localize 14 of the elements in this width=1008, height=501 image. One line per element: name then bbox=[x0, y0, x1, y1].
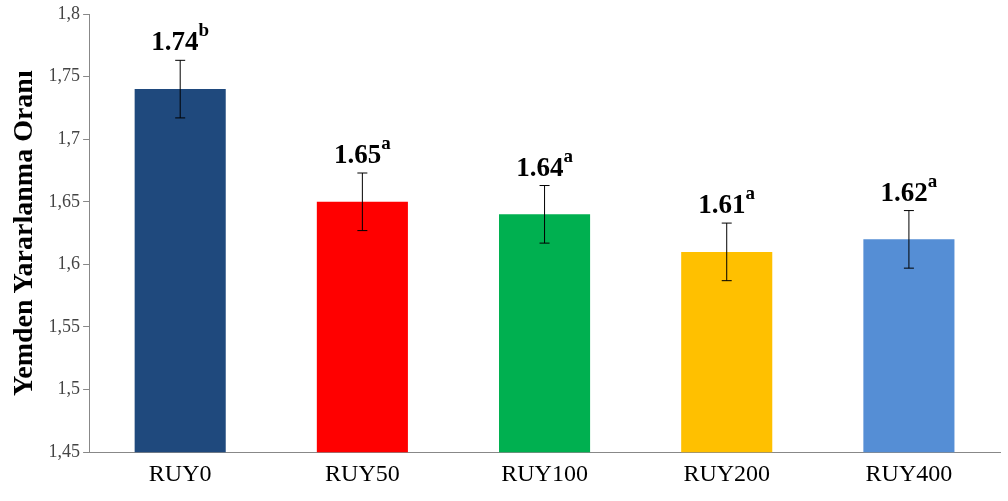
y-tick-label: 1,8 bbox=[57, 2, 81, 23]
x-tick-label: RUY400 bbox=[865, 459, 953, 486]
y-axis-title: Yemden Yararlanma Oranı bbox=[7, 70, 39, 396]
y-tick-label: 1,5 bbox=[57, 378, 81, 399]
x-tick-label: RUY200 bbox=[683, 459, 771, 486]
x-tick-label: RUY0 bbox=[148, 459, 212, 486]
y-tick-label: 1,45 bbox=[48, 440, 81, 461]
x-tick-label: RUY50 bbox=[325, 459, 400, 486]
y-tick-label: 1,65 bbox=[48, 190, 81, 211]
y-tick-label: 1,6 bbox=[57, 253, 81, 274]
y-tick-label: 1,7 bbox=[57, 127, 81, 148]
x-tick-label: RUY100 bbox=[501, 459, 588, 486]
y-tick-label: 1,55 bbox=[48, 315, 81, 336]
y-tick-label: 1,75 bbox=[48, 65, 81, 86]
